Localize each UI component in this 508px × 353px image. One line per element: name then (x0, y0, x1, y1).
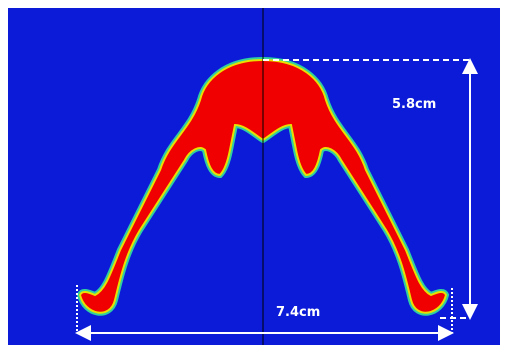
figure: 5.8cm 7.4cm (0, 0, 508, 353)
width-label: 7.4cm (276, 305, 320, 320)
page: {"annotations": {"height": "5.8cm", "wid… (0, 0, 508, 353)
height-label: 5.8cm (392, 97, 436, 112)
